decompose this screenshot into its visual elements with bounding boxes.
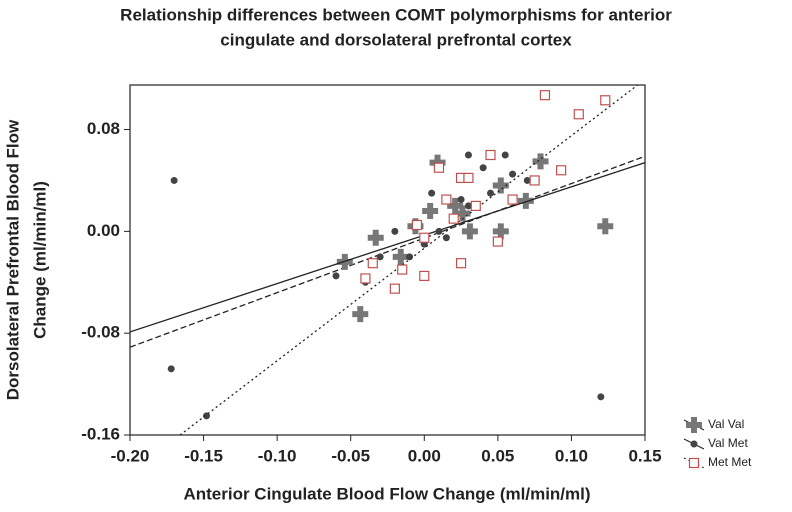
point — [470, 200, 481, 212]
point — [461, 223, 478, 240]
point — [406, 253, 414, 261]
point — [419, 232, 430, 243]
point — [454, 205, 471, 222]
point — [479, 164, 487, 172]
y-tick-label: 0.00 — [87, 221, 120, 240]
x-tick-label: 0.10 — [555, 446, 588, 465]
fit-line — [179, 85, 639, 435]
point — [463, 172, 474, 184]
point — [448, 213, 459, 224]
point — [167, 365, 175, 373]
x-tick-label: 0.05 — [481, 446, 514, 465]
chart-title: Relationship differences between COMT po… — [120, 5, 672, 24]
point — [523, 176, 531, 184]
point — [411, 219, 423, 231]
legend-label: Val Val — [708, 417, 744, 431]
point — [492, 236, 503, 247]
point — [597, 393, 605, 401]
fit-line — [130, 162, 645, 333]
legend-marker — [686, 417, 702, 433]
point — [485, 149, 496, 161]
point — [376, 253, 384, 261]
point — [464, 151, 472, 159]
point — [389, 283, 400, 294]
y-axis-label: Change (ml/min/ml) — [30, 181, 49, 339]
point — [397, 264, 408, 275]
legend-label: Val Met — [708, 436, 748, 450]
point — [332, 272, 340, 280]
point — [455, 258, 467, 269]
x-tick-label: -0.05 — [331, 446, 370, 465]
point — [509, 170, 517, 178]
x-tick-label: -0.15 — [184, 446, 223, 465]
point — [419, 270, 430, 282]
point — [435, 227, 443, 235]
point — [556, 165, 567, 176]
point — [391, 227, 399, 235]
point — [360, 273, 371, 284]
y-tick-label: 0.08 — [87, 119, 120, 138]
point — [392, 248, 409, 265]
point — [600, 95, 611, 106]
point — [441, 194, 452, 205]
x-tick-label: -0.20 — [111, 446, 150, 465]
point — [597, 218, 614, 235]
x-tick-label: -0.10 — [258, 446, 297, 465]
fit-line — [130, 155, 645, 348]
legend-label: Met Met — [708, 455, 752, 469]
point — [367, 229, 384, 246]
y-axis-label: Dorsolateral Prefrontal Blood Flow — [3, 119, 22, 400]
plot-frame — [129, 84, 646, 436]
point — [539, 90, 551, 101]
point — [507, 194, 518, 205]
x-axis-label: Anterior Cingulate Blood Flow Change (ml… — [183, 484, 590, 503]
point — [532, 153, 549, 170]
point — [447, 197, 464, 214]
point — [464, 202, 472, 210]
point — [457, 196, 465, 204]
point — [492, 223, 509, 240]
x-tick-label: 0.00 — [408, 446, 441, 465]
point — [442, 234, 450, 242]
point — [501, 151, 509, 159]
point — [433, 162, 445, 173]
point — [428, 189, 436, 197]
point — [517, 192, 534, 209]
point — [422, 203, 439, 219]
point — [170, 176, 178, 184]
y-tick-label: -0.08 — [81, 323, 120, 342]
point — [487, 189, 494, 197]
x-tick-label: 0.15 — [628, 446, 661, 465]
legend-marker — [688, 457, 700, 469]
legend-marker — [690, 440, 698, 448]
point — [492, 177, 509, 194]
point — [529, 175, 540, 186]
point — [573, 109, 584, 120]
y-tick-label: -0.16 — [81, 424, 120, 443]
point — [367, 258, 378, 269]
point — [352, 306, 369, 323]
chart-title: cingulate and dorsolateral prefrontal co… — [220, 30, 572, 49]
